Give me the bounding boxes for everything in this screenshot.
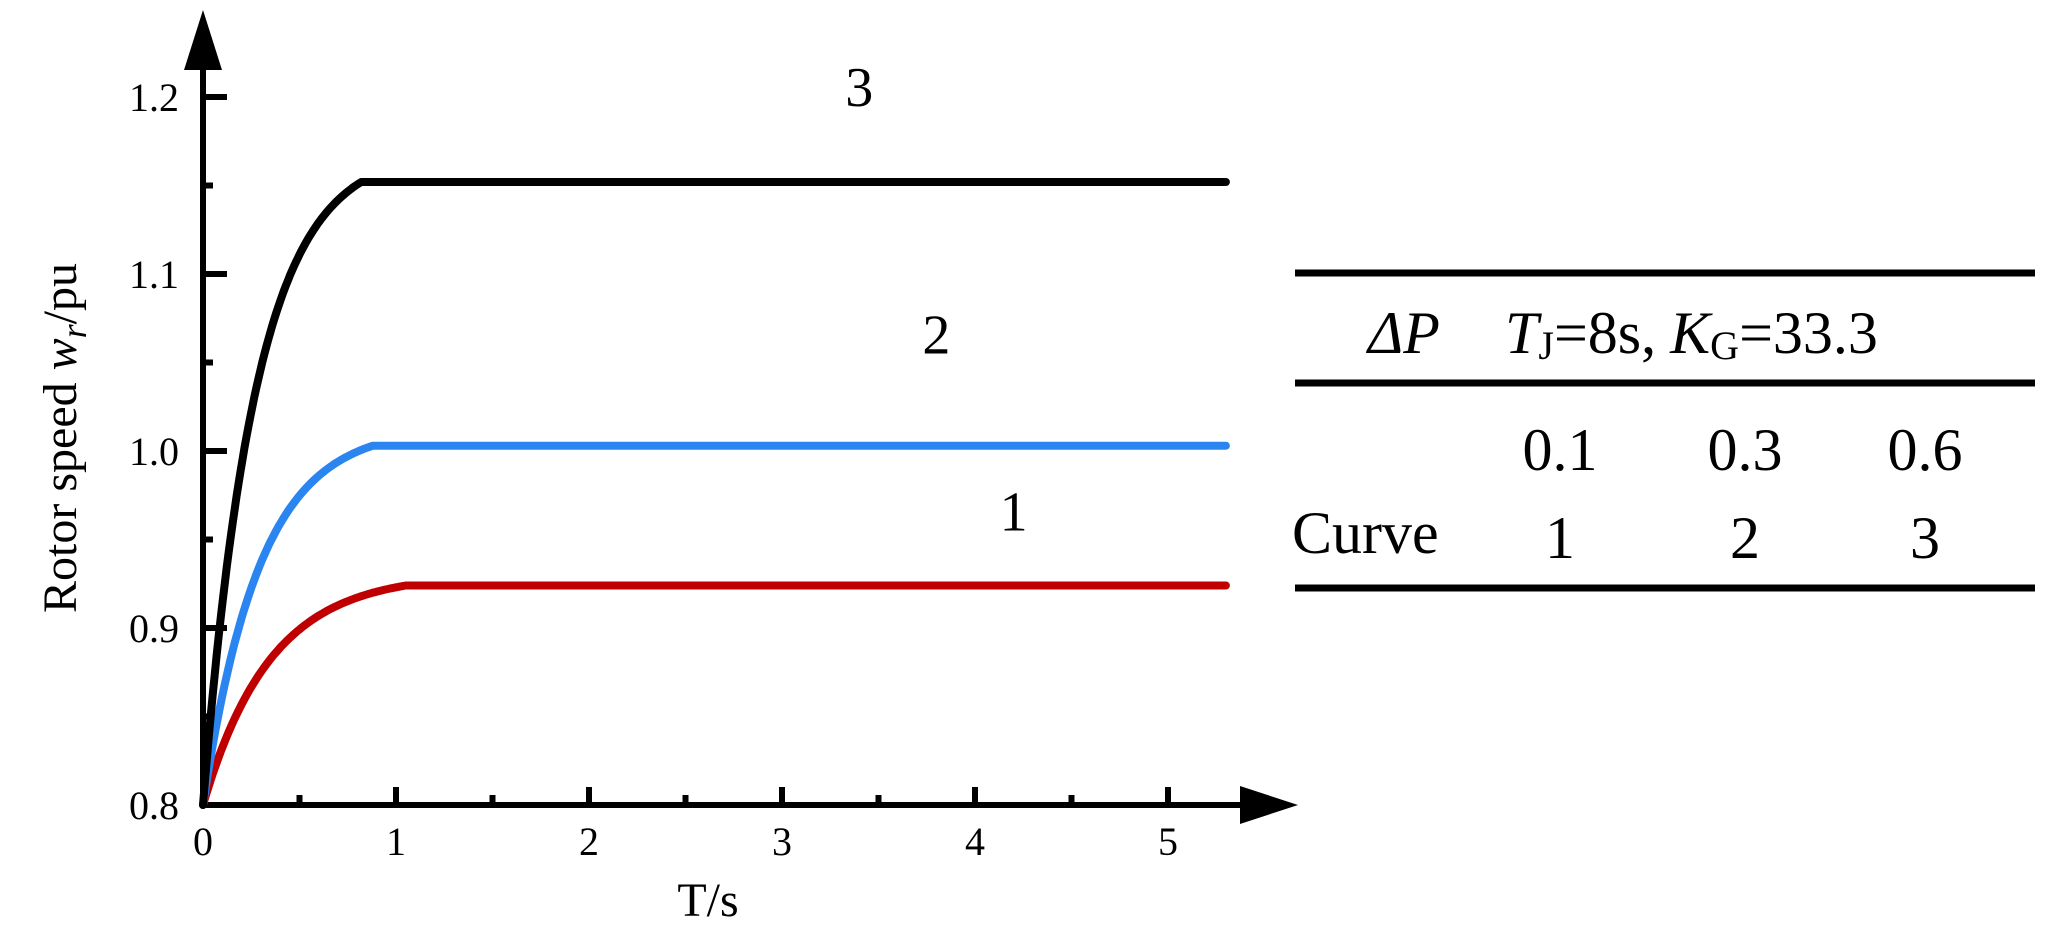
x-axis-title: T/s bbox=[677, 874, 738, 927]
tj-symbol: T bbox=[1505, 300, 1542, 366]
x-tick-label: 5 bbox=[1158, 819, 1178, 864]
x-tick-label: 4 bbox=[965, 819, 985, 864]
y-axis-title-subscript: r bbox=[54, 323, 94, 338]
y-axis-title-prefix: Rotor speed bbox=[34, 370, 87, 613]
y-axis-title-symbol: w bbox=[34, 338, 87, 370]
kg-subscript: G bbox=[1710, 323, 1739, 368]
table-dp-value-3: 0.6 bbox=[1888, 417, 1963, 483]
table-dp-value-1: 0.1 bbox=[1523, 417, 1598, 483]
x-tick-label: 0 bbox=[193, 819, 213, 864]
curve-label-1: 1 bbox=[1000, 482, 1028, 544]
y-tick-label: 1.0 bbox=[129, 429, 179, 474]
table-header-params: TJ=8s, KG=33.3 bbox=[1505, 300, 1878, 368]
series-line-2 bbox=[199, 441, 1230, 809]
table-curve-number-1: 1 bbox=[1545, 505, 1575, 571]
y-axis-title-suffix: /pu bbox=[34, 263, 87, 324]
x-axis-arrow bbox=[1240, 786, 1298, 824]
series-layer bbox=[199, 178, 1230, 809]
series-line-1 bbox=[199, 581, 1230, 809]
y-tick-label: 1.2 bbox=[129, 75, 179, 120]
table-dp-value-2: 0.3 bbox=[1708, 417, 1783, 483]
y-tick-label: 0.8 bbox=[129, 783, 179, 828]
table-curve-number-2: 2 bbox=[1730, 505, 1760, 571]
y-tick-label: 1.1 bbox=[129, 252, 179, 297]
tj-value: =8s, bbox=[1554, 300, 1656, 366]
legend-table: ΔP TJ=8s, KG=33.3 0.1 0.3 0.6 Curve 1 2 3 bbox=[1292, 269, 2035, 592]
y-tick-label: 0.9 bbox=[129, 606, 179, 651]
kg-value: =33.3 bbox=[1739, 300, 1878, 366]
y-axis-title: Rotor speed wr/pu bbox=[34, 263, 94, 613]
curve-labels: 1 2 3 bbox=[845, 57, 1027, 544]
x-ticks: 0 1 2 3 4 5 bbox=[193, 787, 1178, 864]
table-header-dp: ΔP bbox=[1366, 300, 1440, 366]
x-tick-label: 3 bbox=[772, 819, 792, 864]
x-tick-label: 2 bbox=[579, 819, 599, 864]
table-curve-number-3: 3 bbox=[1910, 505, 1940, 571]
y-ticks: 0.8 0.9 1.0 1.1 1.2 bbox=[129, 75, 227, 828]
axes bbox=[184, 10, 1298, 824]
table-row-label: Curve bbox=[1292, 500, 1439, 566]
tj-subscript: J bbox=[1538, 323, 1554, 368]
series-line-3 bbox=[199, 178, 1230, 809]
curve-label-3: 3 bbox=[845, 57, 873, 119]
y-axis-arrow bbox=[184, 10, 222, 70]
x-tick-label: 1 bbox=[386, 819, 406, 864]
curve-label-2: 2 bbox=[922, 305, 950, 367]
kg-symbol: K bbox=[1669, 300, 1713, 366]
